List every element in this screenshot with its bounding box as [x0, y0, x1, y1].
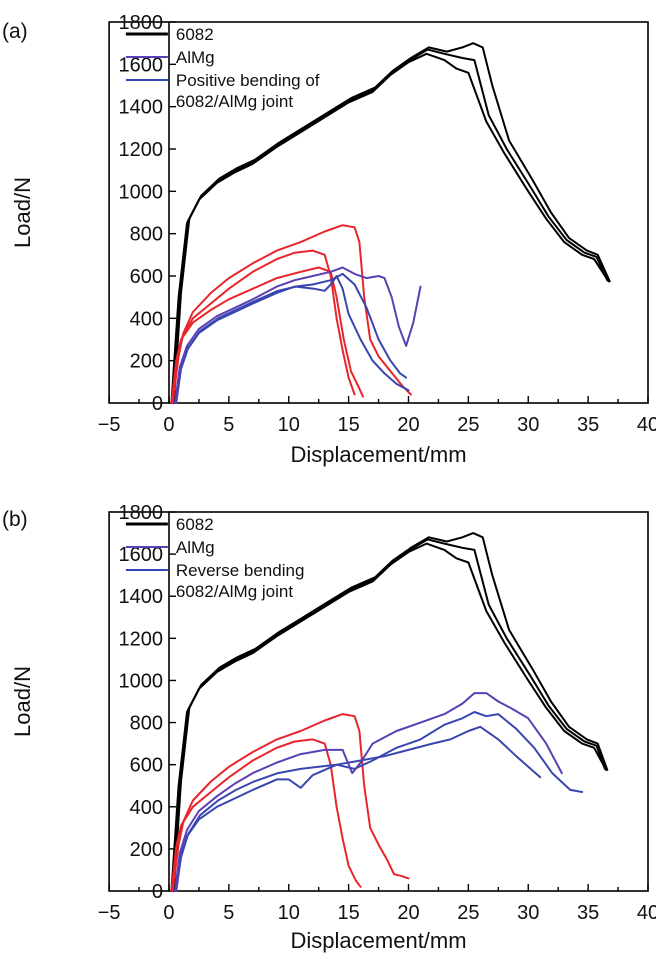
x-tick-label: −5	[98, 414, 121, 436]
y-tick-label: 200	[130, 839, 163, 861]
legend-label: 6082	[176, 515, 214, 534]
x-tick-label: 30	[517, 902, 539, 924]
x-tick-label: 40	[637, 414, 656, 436]
x-tick-label: 5	[223, 414, 234, 436]
y-tick-label: 600	[130, 266, 163, 288]
legend-label: 6082	[176, 25, 214, 44]
chart-panel-a: −5 0 5 10 15 20 25 30 35 400200400600800100012001…	[2, 12, 656, 467]
x-tick-label: 15	[337, 902, 359, 924]
series-line	[170, 52, 610, 404]
series-line	[171, 538, 606, 892]
x-tick-label: 0	[163, 414, 174, 436]
y-tick-label: 1400	[118, 586, 163, 608]
y-tick-label: 200	[130, 351, 163, 373]
x-tick-label: 10	[278, 414, 300, 436]
y-tick-label: 1000	[118, 670, 163, 692]
x-tick-label: 5	[223, 902, 234, 924]
legend-label: AlMg	[176, 48, 215, 67]
y-tick-label: 800	[130, 224, 163, 246]
legend-label: Positive bending of	[176, 71, 320, 90]
y-tick-label: 400	[130, 308, 163, 330]
legend-label: 6082/AlMg joint	[176, 92, 293, 111]
x-tick-label: 35	[577, 902, 599, 924]
y-tick-label: 1600	[118, 54, 163, 76]
series-line	[172, 532, 609, 892]
chart-panel-b: −5 0 5 10 15 20 25 30 35 400200400600800100012001…	[2, 502, 656, 953]
series-line	[175, 275, 410, 404]
x-tick-label: −5	[98, 902, 121, 924]
legend: 6082 AlMg Reverse bending 6082/AlMg joint	[125, 515, 305, 601]
x-tick-label: 10	[278, 902, 300, 924]
legend-label: 6082/AlMg joint	[176, 582, 293, 601]
series-line	[171, 249, 356, 404]
series-line	[172, 42, 611, 404]
legend-label: Reverse bending	[176, 561, 305, 580]
x-tick-label: 40	[637, 902, 656, 924]
series-line	[170, 266, 364, 404]
series-line	[170, 542, 608, 892]
y-tick-label: 1400	[118, 97, 163, 119]
y-tick-label: 1000	[118, 181, 163, 203]
y-tick-label: 0	[152, 881, 163, 903]
series-line	[174, 725, 542, 892]
panel-label: (b)	[2, 508, 28, 531]
y-tick-label: 1600	[118, 544, 163, 566]
series-group	[170, 532, 609, 892]
y-tick-label: 0	[152, 393, 163, 415]
x-axis-title: Displacement/mm	[291, 442, 467, 467]
y-tick-label: 1200	[118, 628, 163, 650]
y-tick-label: 1800	[118, 502, 163, 524]
series-line	[171, 224, 412, 404]
series-group	[170, 42, 611, 404]
y-tick-label: 800	[130, 713, 163, 735]
x-axis-title: Displacement/mm	[291, 928, 467, 953]
y-axis-title: Load/N	[10, 177, 35, 248]
series-line	[175, 711, 584, 892]
y-tick-label: 1800	[118, 12, 163, 34]
x-tick-label: 25	[457, 414, 479, 436]
y-tick-label: 1200	[118, 139, 163, 161]
y-tick-label: 400	[130, 797, 163, 819]
y-tick-label: 600	[130, 755, 163, 777]
series-line	[174, 266, 422, 404]
x-tick-label: 20	[397, 414, 419, 436]
x-tick-label: 25	[457, 902, 479, 924]
legend-label: AlMg	[176, 538, 215, 557]
series-line	[171, 48, 609, 404]
y-axis-title: Load/N	[10, 666, 35, 737]
series-line	[170, 738, 362, 892]
x-tick-label: 35	[577, 414, 599, 436]
x-tick-label: 0	[163, 902, 174, 924]
series-line	[174, 692, 563, 892]
series-line	[171, 713, 410, 892]
legend: 6082 AlMg Positive bending of 6082/AlMg joi…	[125, 25, 320, 111]
x-tick-label: 15	[337, 414, 359, 436]
x-tick-label: 30	[517, 414, 539, 436]
panel-label: (a)	[2, 20, 28, 43]
x-tick-label: 20	[397, 902, 419, 924]
